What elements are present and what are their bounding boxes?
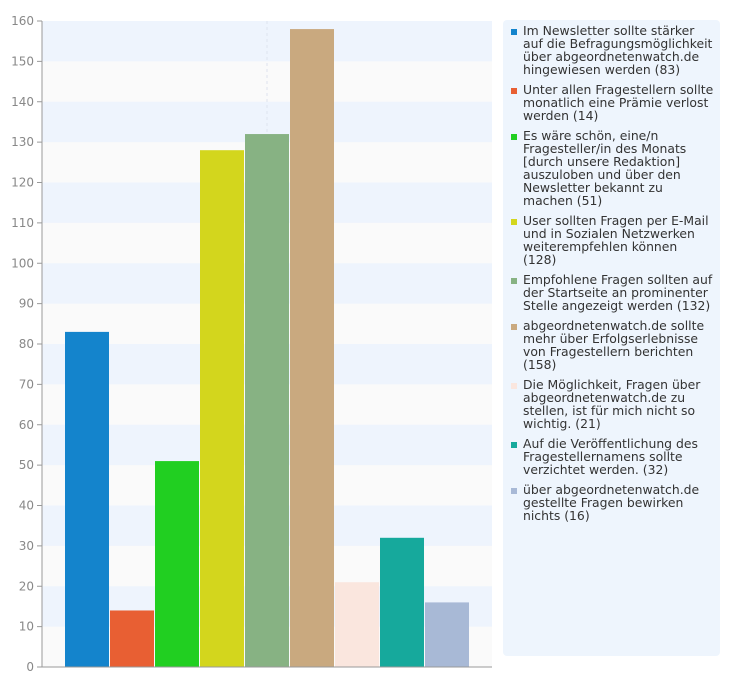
y-tick-label: 100: [11, 256, 34, 270]
bar-9: [425, 602, 469, 667]
legend-label: Unter allen Fragestellern sollte monatli…: [523, 82, 714, 123]
legend-swatch-icon: [511, 442, 517, 448]
legend-label: User sollten Fragen per E-Mail und in So…: [523, 213, 709, 267]
bar-4: [200, 150, 244, 667]
legend-item[interactable]: über abgeordnetenwatch.de gestellte Frag…: [511, 483, 714, 522]
legend-swatch-icon: [511, 278, 517, 284]
y-tick-label: 0: [26, 660, 34, 673]
y-tick-label: 40: [19, 499, 34, 513]
y-tick-label: 130: [11, 135, 34, 149]
bar-7: [335, 582, 379, 667]
y-tick-label: 20: [19, 579, 34, 593]
legend-item[interactable]: Empfohlene Fragen sollten auf der Starts…: [511, 273, 714, 312]
bar-3: [155, 461, 199, 667]
legend-swatch-icon: [511, 29, 517, 35]
legend-label: Die Möglichkeit, Fragen über abgeordnete…: [523, 377, 701, 431]
legend-item[interactable]: abgeordnetenwatch.de sollte mehr über Er…: [511, 319, 714, 371]
y-tick-label: 120: [11, 176, 34, 190]
legend-swatch-icon: [511, 324, 517, 330]
bar-2: [110, 610, 154, 667]
y-tick-label: 30: [19, 539, 34, 553]
legend-swatch-icon: [511, 219, 517, 225]
bar-5: [245, 134, 289, 668]
legend-label: Im Newsletter sollte stärker auf die Bef…: [523, 23, 713, 77]
y-tick-label: 70: [19, 377, 34, 391]
legend-item[interactable]: User sollten Fragen per E-Mail und in So…: [511, 214, 714, 266]
legend-label: Empfohlene Fragen sollten auf der Starts…: [523, 272, 713, 313]
y-tick-label: 10: [19, 620, 34, 634]
legend-swatch-icon: [511, 383, 517, 389]
y-tick-label: 90: [19, 297, 34, 311]
legend-item[interactable]: Die Möglichkeit, Fragen über abgeordnete…: [511, 378, 714, 430]
y-tick-label: 60: [19, 418, 34, 432]
y-tick-label: 50: [19, 458, 34, 472]
legend-label: über abgeordnetenwatch.de gestellte Frag…: [523, 482, 700, 523]
y-tick-label: 150: [11, 54, 34, 68]
y-tick-label: 140: [11, 95, 34, 109]
legend-label: abgeordnetenwatch.de sollte mehr über Er…: [523, 318, 705, 372]
legend-item[interactable]: Im Newsletter sollte stärker auf die Bef…: [511, 24, 714, 76]
bar-1: [65, 331, 109, 667]
legend-item[interactable]: Auf die Veröffentlichung des Fragestelle…: [511, 437, 714, 476]
legend-swatch-icon: [511, 88, 517, 94]
legend-label: Es wäre schön, eine/n Fragesteller/in de…: [523, 128, 687, 208]
legend-swatch-icon: [511, 134, 517, 140]
y-tick-label: 80: [19, 337, 34, 351]
legend-label: Auf die Veröffentlichung des Fragestelle…: [523, 436, 698, 477]
legend-item[interactable]: Unter allen Fragestellern sollte monatli…: [511, 83, 714, 122]
chart-legend: Im Newsletter sollte stärker auf die Bef…: [503, 20, 720, 656]
bar-6: [290, 29, 334, 667]
legend-item[interactable]: Es wäre schön, eine/n Fragesteller/in de…: [511, 129, 714, 207]
y-tick-label: 160: [11, 14, 34, 28]
y-tick-label: 110: [11, 216, 34, 230]
bar-chart: 0 10 20 30 40 50 60 70 80 90 100 110 120 130 140 150 160: [11, 14, 492, 673]
bar-8: [380, 537, 424, 667]
legend-swatch-icon: [511, 488, 517, 494]
